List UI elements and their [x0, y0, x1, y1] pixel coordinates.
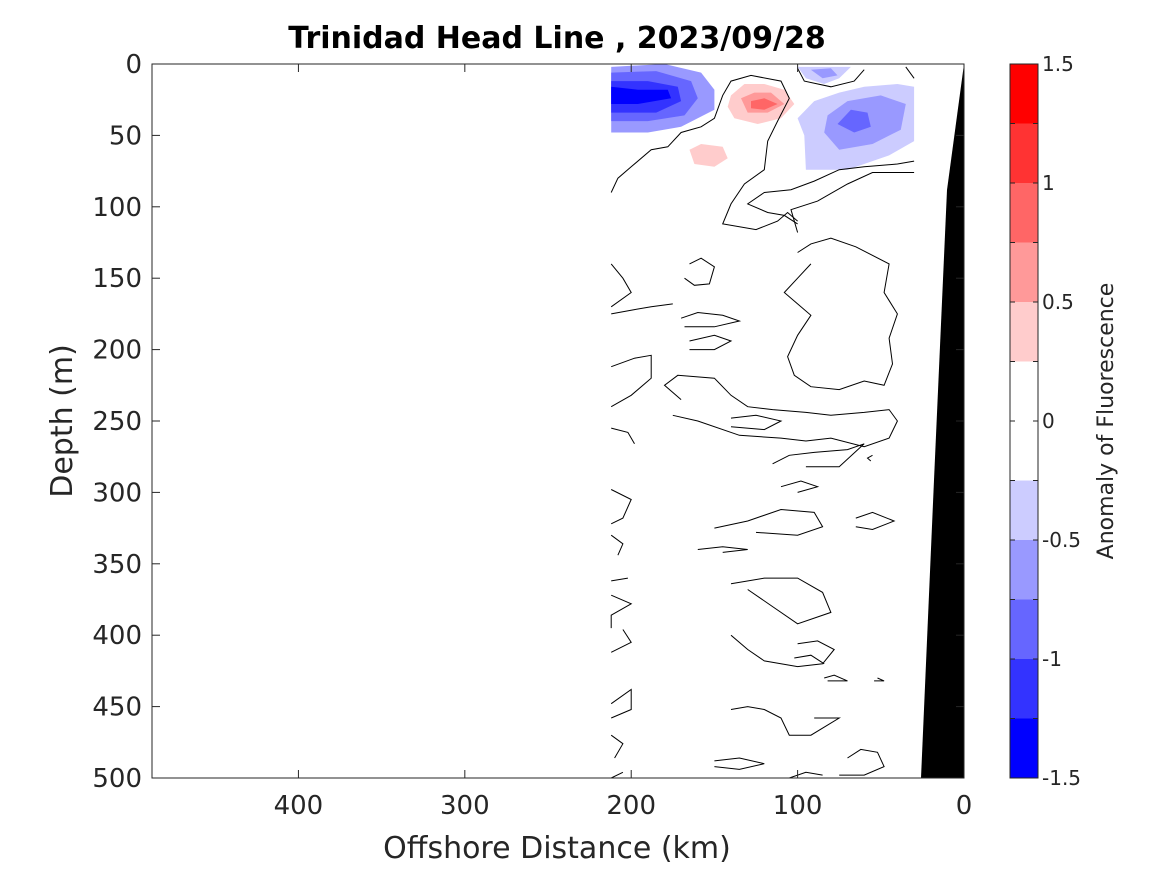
contour-line	[610, 629, 632, 653]
contour-line	[663, 374, 898, 448]
contour-line	[714, 508, 824, 536]
plot-area	[152, 64, 964, 778]
x-tick-label: 300	[440, 791, 490, 821]
contour-line	[783, 237, 898, 391]
contour-line	[697, 546, 748, 553]
contour-line	[874, 677, 885, 682]
colorbar-segment	[1010, 540, 1038, 600]
x-tick-label: 100	[773, 791, 823, 821]
contour-line	[797, 68, 865, 88]
contour-line	[610, 771, 624, 778]
y-tick-label: 200	[92, 336, 142, 366]
colorbar-tick-label: -1.5	[1042, 766, 1081, 790]
colorbar-segment	[1010, 361, 1038, 422]
colorbar-segment	[1010, 599, 1038, 660]
contour-line	[610, 489, 632, 525]
contour-line	[772, 443, 865, 468]
contour-line-layer	[610, 66, 915, 778]
y-tick-label: 0	[125, 50, 142, 80]
colorbar: 1.5 1 0.5 0 -0.5 -1 -1.5	[1009, 52, 1081, 790]
contour-line	[866, 454, 873, 462]
colorbar-segment	[1010, 64, 1038, 124]
y-axis-label: Depth (m)	[45, 344, 80, 498]
colorbar-segment	[1010, 183, 1038, 243]
anomaly-fill	[837, 109, 871, 133]
contour-line	[611, 577, 628, 582]
chart-title: Trinidad Head Line , 2023/09/28	[288, 21, 825, 56]
contour-line	[610, 263, 632, 308]
contour-line	[905, 66, 915, 79]
colorbar-tick-label: 0	[1042, 409, 1055, 433]
colorbar-segment	[1010, 718, 1038, 779]
anomaly-fill	[611, 86, 672, 104]
contour-line	[730, 577, 832, 625]
contour-line	[611, 427, 635, 445]
colorbar-tick-label: 0.5	[1042, 290, 1074, 314]
contour-line	[610, 594, 633, 629]
contour-line	[714, 757, 765, 770]
y-tick-label: 50	[109, 121, 142, 151]
colorbar-segment	[1010, 123, 1038, 184]
colorbar-tick-label: -0.5	[1042, 528, 1081, 552]
contour-line	[780, 480, 820, 493]
contour-line	[855, 511, 896, 531]
colorbar-tick-label: 1.5	[1042, 52, 1074, 76]
y-tick-label: 500	[92, 764, 142, 794]
contour-line	[730, 414, 783, 431]
x-axis: 400 300 200 100 0	[274, 64, 973, 821]
colorbar-label: Anomaly of Fluorescence	[1094, 283, 1119, 560]
contour-line	[824, 674, 848, 682]
colorbar-tick-label: 1	[1042, 171, 1055, 195]
colorbar-tick-label: -1	[1042, 647, 1062, 671]
colorbar-segment	[1010, 659, 1038, 719]
seafloor-shelf	[921, 64, 964, 778]
contour-line	[610, 354, 652, 408]
contour-line	[610, 734, 624, 759]
contour-line	[730, 634, 835, 668]
y-axis: 0 50 100 150 200 250 300 350 400 450 500	[92, 50, 964, 794]
contour-line	[730, 706, 841, 736]
y-tick-label: 400	[92, 621, 142, 651]
anomaly-fill	[751, 98, 778, 110]
x-tick-label: 400	[274, 791, 324, 821]
y-tick-label: 350	[92, 550, 142, 580]
contour-line	[610, 534, 624, 556]
contour-line	[611, 303, 673, 315]
colorbar-segment	[1010, 242, 1038, 303]
contour-line	[790, 172, 915, 233]
y-tick-label: 300	[92, 478, 142, 508]
contour-line	[610, 74, 798, 231]
y-tick-label: 450	[92, 693, 142, 723]
colorbar-segment	[1010, 480, 1038, 541]
colorbar-segment	[1010, 302, 1038, 362]
contour-line	[794, 654, 825, 665]
x-tick-label: 200	[606, 791, 656, 821]
y-tick-label: 150	[92, 264, 142, 294]
x-axis-label: Offshore Distance (km)	[383, 831, 731, 866]
colorbar-segment	[1010, 421, 1038, 481]
contour-line	[839, 748, 885, 776]
contour-line	[610, 688, 632, 719]
anomaly-fill-layer	[611, 64, 915, 170]
y-tick-label: 100	[92, 193, 142, 223]
y-tick-label: 250	[92, 407, 142, 437]
contour-line	[746, 160, 915, 225]
anomaly-fill	[810, 68, 838, 79]
x-tick-label: 0	[956, 791, 973, 821]
contour-line	[680, 311, 742, 328]
contour-line	[689, 334, 733, 351]
contour-line	[684, 257, 715, 286]
contour-line	[789, 771, 823, 778]
anomaly-fill	[689, 144, 728, 167]
